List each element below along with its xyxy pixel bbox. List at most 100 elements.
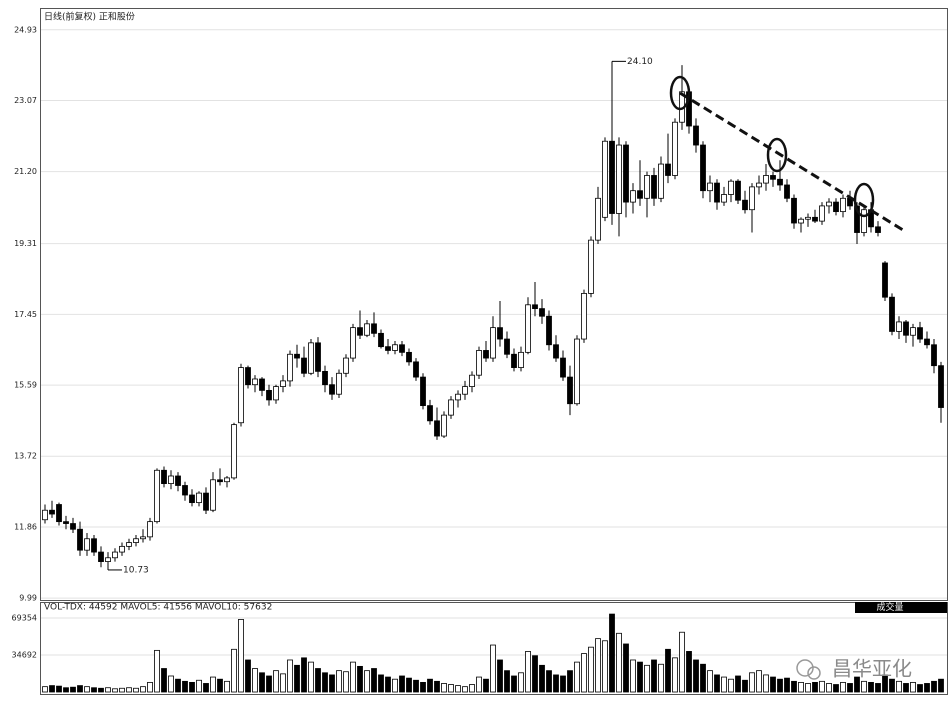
volume-bar xyxy=(357,665,363,693)
volume-bar xyxy=(182,680,188,693)
volume-bar xyxy=(574,661,580,693)
volume-bar xyxy=(637,661,643,693)
volume-bar xyxy=(896,680,902,693)
volume-bar xyxy=(462,686,468,693)
candle-body xyxy=(931,344,937,367)
y-tick-label: 13.72 xyxy=(14,452,37,461)
volume-bar xyxy=(245,659,251,693)
volume-bar xyxy=(231,648,237,693)
candle-body xyxy=(532,304,538,310)
watermark: 昌华亚化 xyxy=(796,657,912,681)
low-label: 10.73 xyxy=(123,565,149,575)
volume-bar xyxy=(315,668,321,693)
y-tick-label: 69354 xyxy=(12,613,37,622)
volume-bar xyxy=(392,678,398,693)
volume-bar xyxy=(602,640,608,693)
candle-body xyxy=(861,209,867,233)
candle-body xyxy=(301,357,307,374)
y-tick-label: 15.59 xyxy=(14,381,37,390)
volume-bar xyxy=(546,670,552,693)
volume-bar xyxy=(588,646,594,693)
candle-body xyxy=(147,521,153,538)
volume-bar xyxy=(126,687,132,693)
candle-body xyxy=(273,386,279,401)
candle-body xyxy=(343,357,349,374)
y-tick-label: 24.93 xyxy=(14,25,37,34)
volume-bar xyxy=(784,677,790,693)
volume-bar xyxy=(532,655,538,693)
candle-body xyxy=(777,178,783,186)
candle-body xyxy=(91,538,97,553)
volume-bar xyxy=(322,672,328,693)
high-label: 24.10 xyxy=(627,57,653,67)
candle-body xyxy=(672,121,678,176)
volume-bar xyxy=(252,668,258,693)
volume-bar xyxy=(476,676,482,693)
candle-body xyxy=(252,378,258,386)
candle-body xyxy=(742,199,748,211)
candle-body xyxy=(476,350,482,376)
volume-bar xyxy=(91,687,97,693)
candle-body xyxy=(938,365,944,408)
volume-bar xyxy=(833,684,839,693)
candle-body xyxy=(588,239,594,294)
volume-bar xyxy=(483,678,489,693)
candle-body xyxy=(721,194,727,203)
volume-bar xyxy=(84,686,90,693)
volume-bar xyxy=(525,651,531,693)
volume-bar xyxy=(651,659,657,693)
candle-body xyxy=(455,393,461,401)
volume-bar xyxy=(455,685,461,693)
candle-body xyxy=(357,327,363,336)
volume-bar xyxy=(777,678,783,693)
volume-bar xyxy=(294,664,300,693)
volume-bar xyxy=(616,632,622,693)
candle-body xyxy=(140,536,146,540)
candle-body xyxy=(819,205,825,222)
candle-body xyxy=(168,475,174,484)
volume-button-label[interactable]: 成交量 xyxy=(876,601,903,613)
volume-bar xyxy=(917,684,923,693)
volume-bar xyxy=(511,675,517,693)
candle-body xyxy=(924,338,930,346)
volume-bar xyxy=(560,675,566,693)
candle-body xyxy=(413,361,419,378)
volume-bar xyxy=(889,678,895,693)
volume-bar xyxy=(798,681,804,693)
volume-bar xyxy=(42,686,48,693)
volume-bar xyxy=(770,676,776,693)
volume-button[interactable] xyxy=(855,602,947,613)
volume-bar xyxy=(175,678,181,693)
candle-body xyxy=(504,338,510,355)
candle-body xyxy=(224,477,230,483)
candle-body xyxy=(98,551,104,562)
volume-bar xyxy=(287,659,293,693)
volume-bar xyxy=(329,674,335,693)
volume-bar xyxy=(700,663,706,693)
candle-body xyxy=(49,509,55,515)
volume-bar xyxy=(567,670,573,693)
candle-body xyxy=(280,380,286,387)
candle-body xyxy=(567,376,573,405)
candle-body xyxy=(840,197,846,213)
volume-bar xyxy=(448,684,454,693)
volume-bar xyxy=(378,674,384,693)
trend-line xyxy=(679,91,904,232)
y-tick-label: 11.86 xyxy=(14,522,37,531)
volume-bar xyxy=(840,681,846,693)
volume-bar xyxy=(441,683,447,693)
y-tick-label: 19.31 xyxy=(14,239,37,248)
volume-bar xyxy=(882,674,888,693)
volume-bar xyxy=(350,661,356,693)
volume-bar xyxy=(196,679,202,693)
candle-body xyxy=(756,182,762,188)
volume-bar xyxy=(266,675,272,693)
candle-body xyxy=(189,494,195,504)
candle-body xyxy=(623,144,629,203)
candle-body xyxy=(903,321,909,336)
candle-body xyxy=(287,353,293,382)
volume-bar xyxy=(539,664,545,693)
volume-bar xyxy=(70,686,76,693)
volume-bar xyxy=(714,674,720,693)
candle-body xyxy=(763,175,769,184)
